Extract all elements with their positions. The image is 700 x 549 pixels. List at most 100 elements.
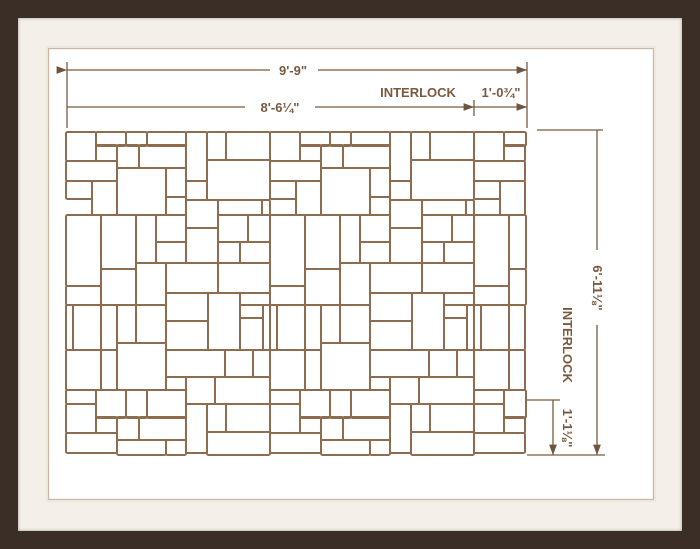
paver-stone bbox=[304, 268, 341, 306]
paver-stone bbox=[165, 439, 187, 456]
interlock-width-value: 1'-0¾" bbox=[482, 85, 521, 100]
paver-stone bbox=[65, 403, 97, 434]
paver-stone bbox=[252, 349, 271, 378]
paver-stone bbox=[369, 262, 423, 294]
paver-stone bbox=[421, 214, 453, 243]
paver-stone bbox=[65, 304, 74, 351]
paver-stone bbox=[269, 180, 297, 200]
paver-stone bbox=[339, 214, 361, 264]
overall-height-label: 6'-11⅛" bbox=[590, 265, 605, 310]
paver-stone bbox=[262, 304, 271, 351]
paver-stone bbox=[389, 180, 412, 201]
paver-stone bbox=[217, 199, 263, 216]
paver-stone bbox=[389, 131, 412, 182]
paver-stone bbox=[135, 262, 167, 306]
interlock-height-label: INTERLOCK bbox=[560, 307, 575, 383]
paver-stone bbox=[165, 196, 187, 216]
paver-stone bbox=[207, 292, 241, 351]
paver-stone bbox=[185, 199, 219, 229]
paver-stone bbox=[165, 167, 187, 198]
paver-stone bbox=[369, 349, 430, 378]
dimension-lines bbox=[56, 62, 605, 456]
paver-stone bbox=[508, 304, 526, 351]
paver-stone bbox=[299, 389, 331, 419]
paver-stone bbox=[320, 416, 344, 441]
paver-stone bbox=[410, 403, 431, 433]
paver-stone bbox=[295, 180, 322, 216]
paver-stone bbox=[116, 167, 167, 216]
paver-stone bbox=[304, 214, 341, 270]
paver-stone bbox=[125, 389, 148, 419]
paver-stone bbox=[342, 416, 391, 441]
paver-stone bbox=[239, 304, 264, 319]
paver-stone bbox=[418, 376, 475, 405]
paver-stone bbox=[206, 159, 271, 201]
paver-stone bbox=[421, 262, 475, 294]
overall-width-label: 9'-9" bbox=[279, 63, 307, 78]
paver-stone bbox=[304, 304, 322, 351]
paver-stone bbox=[138, 144, 187, 169]
paver-stone bbox=[443, 241, 475, 264]
paver-stone bbox=[185, 180, 208, 201]
paver-stone bbox=[473, 432, 526, 454]
paver-stone bbox=[247, 214, 271, 243]
paver-stone bbox=[473, 131, 505, 162]
paver-stone bbox=[503, 389, 527, 419]
paver-stone bbox=[429, 403, 475, 433]
paver-stone bbox=[239, 241, 271, 264]
paver-stone bbox=[473, 389, 505, 405]
paver-stone bbox=[342, 144, 391, 169]
paver-stone bbox=[125, 131, 148, 147]
paver-stone bbox=[135, 304, 167, 344]
paver-stone bbox=[480, 304, 510, 351]
interlock-width-label: INTERLOCK bbox=[380, 85, 456, 100]
paver-stone bbox=[100, 349, 118, 391]
paver-stone bbox=[65, 389, 97, 405]
paver-stone bbox=[473, 403, 505, 434]
paver-stone bbox=[269, 403, 301, 434]
paver-stone bbox=[428, 349, 458, 378]
paver-stone bbox=[224, 349, 254, 378]
paver-stone bbox=[116, 144, 140, 169]
paver-stone bbox=[225, 403, 271, 433]
paver-stone bbox=[503, 416, 526, 434]
paver-stone bbox=[339, 262, 371, 306]
pattern-width-label: 8'-6¼" bbox=[261, 100, 300, 115]
paver-stone bbox=[116, 342, 167, 391]
paver-stone bbox=[299, 416, 322, 434]
paver-stone bbox=[410, 431, 475, 456]
paver-stone bbox=[456, 349, 475, 378]
paver-stone bbox=[65, 214, 102, 287]
paver-stone bbox=[320, 304, 341, 344]
paver-stone bbox=[95, 416, 118, 434]
paver-stone bbox=[299, 144, 322, 162]
paver-stone bbox=[320, 439, 371, 456]
paver-stone bbox=[65, 432, 118, 454]
paver-stone bbox=[217, 214, 249, 243]
paver-stone bbox=[185, 131, 208, 182]
paver-stone bbox=[466, 304, 475, 351]
paver-stone bbox=[206, 131, 227, 161]
paver-stone bbox=[206, 431, 271, 456]
paver-stone bbox=[359, 214, 391, 243]
paver-stone bbox=[269, 432, 322, 454]
paver-stone bbox=[185, 403, 208, 454]
paver-stone bbox=[304, 349, 322, 391]
paver-stone bbox=[320, 342, 371, 391]
paver-stone bbox=[65, 131, 97, 162]
paver-stone bbox=[329, 389, 352, 419]
paver-stone bbox=[465, 199, 475, 216]
paver-stone bbox=[503, 144, 526, 162]
paver-stone bbox=[369, 292, 413, 322]
paver-stone bbox=[225, 131, 271, 161]
paver-stone bbox=[100, 214, 137, 270]
paver-stone bbox=[508, 349, 526, 391]
paver-stone bbox=[473, 160, 526, 182]
paver-stone bbox=[320, 167, 371, 216]
paver-stone bbox=[146, 131, 187, 147]
paver-stone bbox=[146, 389, 187, 419]
paver-stone bbox=[72, 304, 102, 351]
paver-stone bbox=[369, 320, 413, 351]
paver-stone bbox=[239, 292, 271, 306]
paver-stone bbox=[116, 439, 167, 456]
